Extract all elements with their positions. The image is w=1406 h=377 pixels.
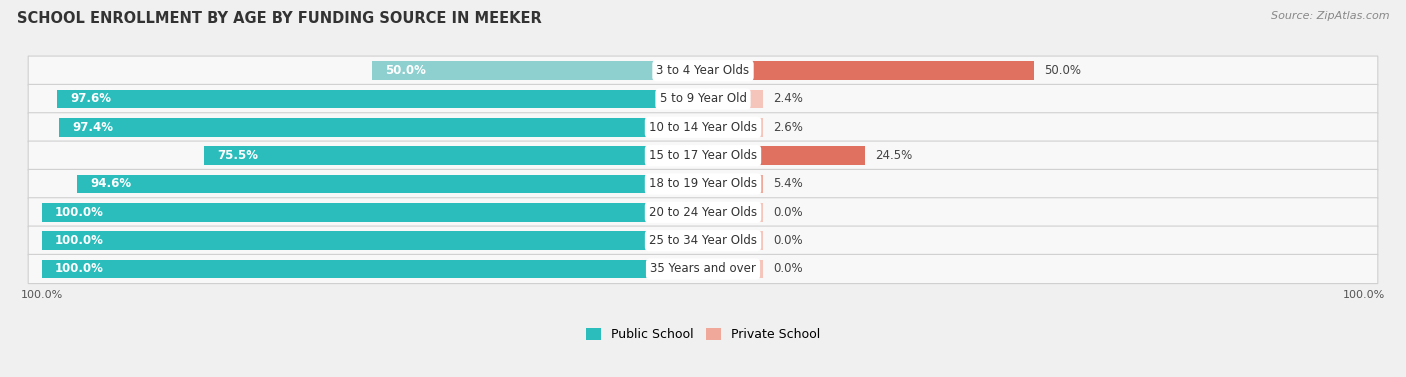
FancyBboxPatch shape — [28, 169, 1378, 199]
FancyBboxPatch shape — [28, 113, 1378, 142]
Bar — [373, 61, 703, 80]
Text: 100.0%: 100.0% — [55, 234, 104, 247]
Legend: Public School, Private School: Public School, Private School — [586, 328, 820, 341]
FancyBboxPatch shape — [28, 254, 1378, 284]
FancyBboxPatch shape — [28, 198, 1378, 227]
Text: Source: ZipAtlas.com: Source: ZipAtlas.com — [1271, 11, 1389, 21]
FancyBboxPatch shape — [28, 141, 1378, 170]
Text: 0.0%: 0.0% — [773, 234, 803, 247]
FancyBboxPatch shape — [28, 226, 1378, 255]
Text: 100.0%: 100.0% — [21, 290, 63, 300]
Bar — [703, 146, 865, 165]
Text: 50.0%: 50.0% — [1045, 64, 1081, 77]
Bar — [703, 90, 762, 108]
Text: 100.0%: 100.0% — [55, 206, 104, 219]
Text: 75.5%: 75.5% — [217, 149, 257, 162]
Bar — [59, 118, 703, 136]
Text: 25 to 34 Year Olds: 25 to 34 Year Olds — [650, 234, 756, 247]
Bar — [703, 231, 762, 250]
Text: 100.0%: 100.0% — [55, 262, 104, 276]
Text: 15 to 17 Year Olds: 15 to 17 Year Olds — [650, 149, 756, 162]
Bar — [42, 260, 703, 278]
Bar — [703, 61, 1033, 80]
Bar — [703, 118, 762, 136]
Bar — [703, 203, 762, 222]
Text: 5 to 9 Year Old: 5 to 9 Year Old — [659, 92, 747, 106]
Text: 100.0%: 100.0% — [1343, 290, 1385, 300]
Text: 35 Years and over: 35 Years and over — [650, 262, 756, 276]
Text: 97.4%: 97.4% — [72, 121, 112, 134]
Text: 50.0%: 50.0% — [385, 64, 426, 77]
FancyBboxPatch shape — [28, 56, 1378, 85]
Bar — [204, 146, 703, 165]
Text: 2.4%: 2.4% — [773, 92, 803, 106]
Text: 5.4%: 5.4% — [773, 178, 803, 190]
Bar — [77, 175, 703, 193]
Bar — [703, 175, 762, 193]
Bar — [42, 231, 703, 250]
FancyBboxPatch shape — [28, 84, 1378, 113]
Text: 10 to 14 Year Olds: 10 to 14 Year Olds — [650, 121, 756, 134]
Bar — [703, 260, 762, 278]
Text: 2.6%: 2.6% — [773, 121, 803, 134]
Text: SCHOOL ENROLLMENT BY AGE BY FUNDING SOURCE IN MEEKER: SCHOOL ENROLLMENT BY AGE BY FUNDING SOUR… — [17, 11, 541, 26]
Text: 24.5%: 24.5% — [876, 149, 912, 162]
Text: 3 to 4 Year Olds: 3 to 4 Year Olds — [657, 64, 749, 77]
Text: 97.6%: 97.6% — [70, 92, 111, 106]
Text: 94.6%: 94.6% — [90, 178, 132, 190]
Text: 0.0%: 0.0% — [773, 262, 803, 276]
Text: 20 to 24 Year Olds: 20 to 24 Year Olds — [650, 206, 756, 219]
Text: 0.0%: 0.0% — [773, 206, 803, 219]
Bar — [42, 203, 703, 222]
Bar — [58, 90, 703, 108]
Text: 18 to 19 Year Olds: 18 to 19 Year Olds — [650, 178, 756, 190]
